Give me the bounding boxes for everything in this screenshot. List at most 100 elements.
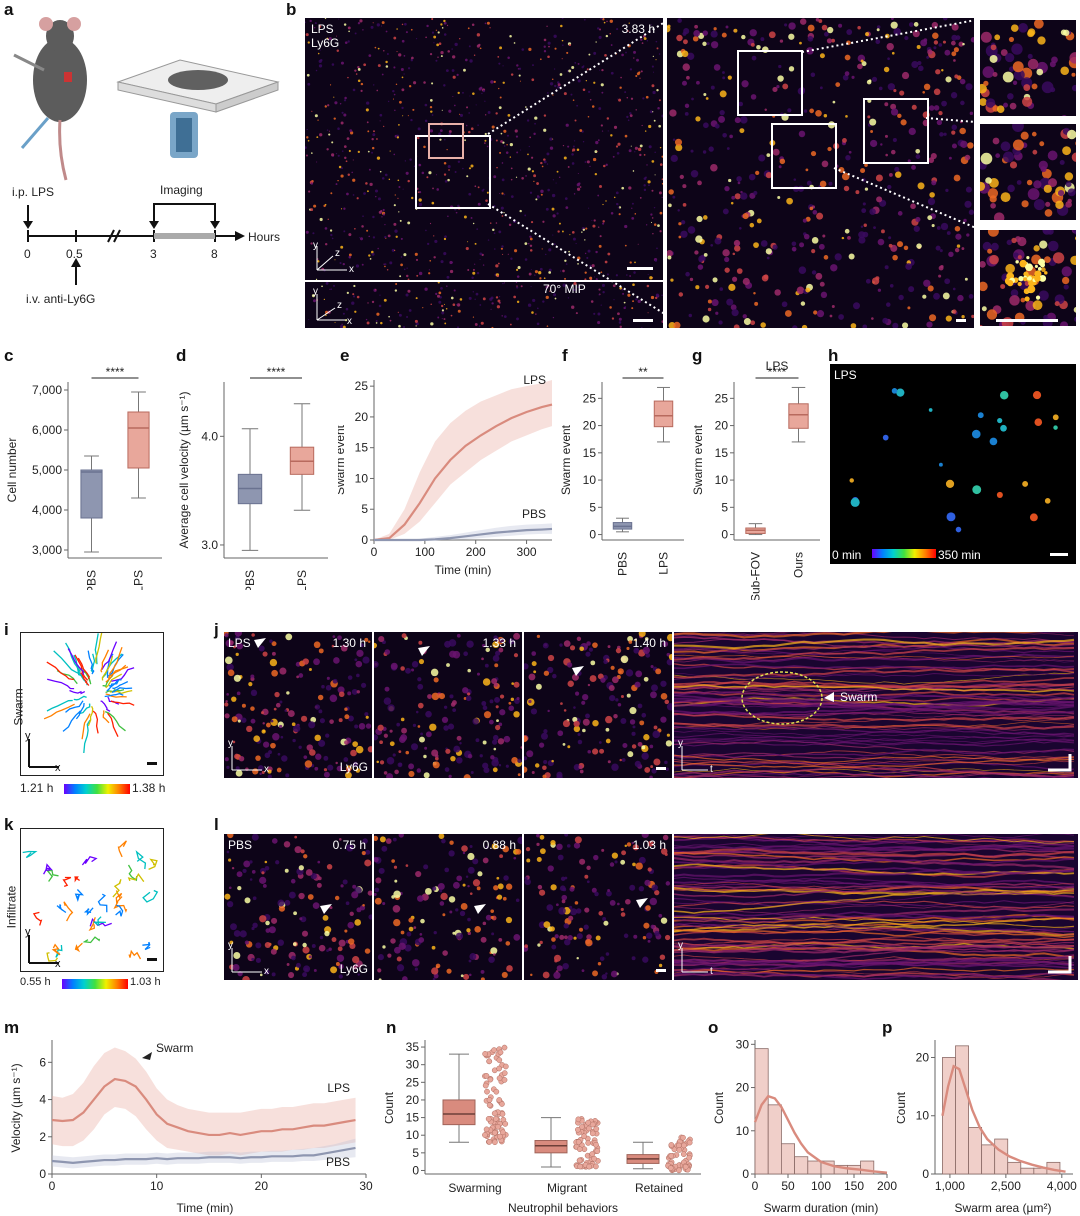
hist-bar xyxy=(968,1126,983,1175)
data-point xyxy=(686,1139,693,1146)
y-tick-label: 0 xyxy=(742,1167,749,1181)
y-tick-label: 15 xyxy=(355,441,369,455)
data-point xyxy=(591,1155,598,1162)
svg-text:y: y xyxy=(313,240,318,251)
data-point xyxy=(497,1133,503,1140)
zoom-scale-bar xyxy=(956,319,966,322)
y-tick-label: 10 xyxy=(736,1124,750,1138)
svg-text:z: z xyxy=(335,248,340,259)
data-point xyxy=(586,1163,593,1170)
x-tick-label: 20 xyxy=(255,1179,269,1193)
data-point xyxy=(499,1129,506,1136)
data-point xyxy=(576,1157,583,1164)
chart-g: 0 5 10 15 20 25 Sub-FOV Ours **** Swarm event LPS xyxy=(692,360,820,600)
data-point xyxy=(486,1058,493,1065)
data-point xyxy=(593,1126,600,1132)
h-scale-bar xyxy=(1050,553,1068,556)
svg-text:y: y xyxy=(25,731,31,742)
box-Migrant xyxy=(534,1140,568,1154)
box-LPS xyxy=(289,403,315,511)
j-time-3: 1.40 h xyxy=(632,636,666,650)
zoom-cells xyxy=(667,18,974,328)
x-tick-label: 0 xyxy=(752,1179,759,1193)
swarm-annotation: Swarm xyxy=(156,1041,193,1055)
x-tick-label: 1,000 xyxy=(935,1179,965,1193)
b-lps-label: LPS xyxy=(311,22,334,36)
inset-2 xyxy=(978,122,1078,222)
box-Ours xyxy=(788,386,809,443)
panel-label-b: b xyxy=(286,0,297,19)
data-point xyxy=(483,1126,490,1133)
l-frame-1: PBS 0.75 h Ly6G y x xyxy=(224,834,372,980)
x-tick-label: 0 xyxy=(371,545,378,559)
box-Sub-FOV xyxy=(745,523,766,536)
data-point xyxy=(487,1076,494,1083)
i-colorbar-min: 1.21 h xyxy=(20,781,54,795)
y-tick-label: 6 xyxy=(39,1055,46,1069)
y-axis-label: Count xyxy=(712,1091,726,1124)
data-point xyxy=(575,1126,581,1133)
hist-bar xyxy=(942,1057,956,1175)
chart-c: 3,000 4,000 5,000 6,000 7,000 PBS LPS **** Cell … xyxy=(5,365,162,590)
j-swarm-label: Swarm xyxy=(840,690,878,704)
b-axes-icon: y xz xyxy=(313,240,354,274)
panel-label-n: n xyxy=(386,1018,397,1037)
k-colorbar xyxy=(62,979,128,989)
chart-f: 0 5 10 15 20 25 PBS LPS ** Swarm event xyxy=(560,365,684,576)
data-point xyxy=(676,1167,682,1174)
data-point xyxy=(680,1134,686,1141)
y-tick-label: 20 xyxy=(355,410,369,424)
y-tick-label: 0 xyxy=(922,1167,929,1181)
y-axis-label: Swarm event xyxy=(692,424,705,495)
series-line-LPS xyxy=(51,1077,356,1137)
data-point xyxy=(482,1051,488,1057)
j-lps-label: LPS xyxy=(228,636,251,650)
data-point xyxy=(577,1163,583,1170)
data-point xyxy=(667,1165,674,1171)
y-tick-label: 20 xyxy=(406,1093,420,1107)
tick-3: 3 xyxy=(150,247,157,261)
x-tick-label: 0 xyxy=(49,1179,56,1193)
tick-05: 0.5 xyxy=(66,247,83,261)
y-tick-label: 15 xyxy=(583,446,597,460)
category-label: PBS xyxy=(616,552,630,576)
data-point xyxy=(576,1146,583,1153)
svg-text:y: y xyxy=(678,940,683,951)
microscope-stage-illustration xyxy=(116,59,280,158)
svg-text:y: y xyxy=(25,927,31,938)
y-tick-label: 25 xyxy=(583,391,597,405)
panel-label-h: h xyxy=(828,346,839,365)
panel-label-e: e xyxy=(340,346,350,365)
hist-bar xyxy=(981,1144,996,1175)
l-time-3: 1.03 h xyxy=(632,838,666,852)
panel-label-f: f xyxy=(562,346,568,365)
inset-box-1 xyxy=(737,50,803,116)
y-tick-label: 30 xyxy=(736,1037,750,1051)
data-point xyxy=(579,1124,585,1130)
data-point xyxy=(491,1110,498,1117)
box-Swarming xyxy=(442,1099,476,1126)
y-tick-label: 5 xyxy=(361,502,368,516)
mip-scale-bar xyxy=(633,319,653,322)
hist-bar xyxy=(794,1156,809,1175)
data-point xyxy=(482,1132,488,1138)
data-point xyxy=(491,1047,497,1053)
y-tick-label: 10 xyxy=(355,471,369,485)
y-tick-label: 0 xyxy=(361,533,368,547)
data-point xyxy=(501,1070,508,1076)
panel-h-image: LPS 0 min 350 min xyxy=(830,364,1076,564)
category-label: LPS xyxy=(295,570,309,590)
ci-band-PBS xyxy=(374,523,552,540)
y-tick-label: 20 xyxy=(736,1081,750,1095)
data-point xyxy=(594,1148,601,1154)
x-axis-label: Swarm duration (min) xyxy=(764,1201,879,1215)
zoom-connector-lines xyxy=(487,19,669,317)
ip-lps-label: i.p. LPS xyxy=(12,185,54,199)
series-line-PBS xyxy=(51,1146,356,1164)
chart-n: 0 5 10 15 20 25 30 35 Swarming Migrant Retained Neu… xyxy=(385,1040,701,1215)
y-axis-label: Count xyxy=(897,1091,908,1124)
inset-3 xyxy=(978,228,1078,328)
y-tick-label: 5 xyxy=(412,1146,419,1160)
scale-bar xyxy=(627,267,653,270)
